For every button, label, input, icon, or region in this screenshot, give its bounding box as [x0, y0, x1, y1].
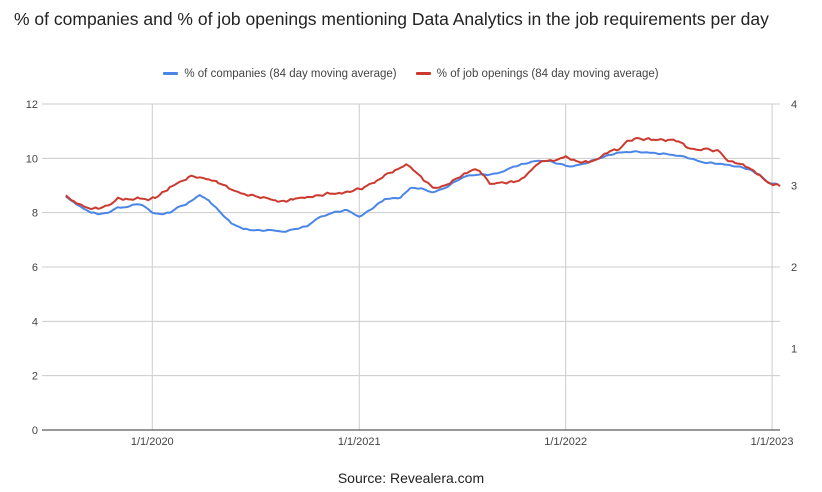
y-right-tick-4: 4	[791, 99, 797, 111]
source-credit: Source: Revealera.com	[337, 470, 485, 486]
legend-label-companies: % of companies (84 day moving average)	[184, 67, 397, 80]
y-left-tick-4: 4	[32, 316, 38, 328]
series-line-companies	[65, 150, 778, 233]
y-left-tick-0: 0	[32, 425, 38, 437]
legend-item-job-openings[interactable]: % of job openings (84 day moving average…	[415, 67, 659, 80]
series-line-job-openings	[65, 137, 781, 211]
legend-item-companies[interactable]: % of companies (84 day moving average)	[163, 67, 397, 80]
y-left-tick-2: 2	[32, 371, 38, 383]
y-left-tick-8: 8	[32, 208, 38, 220]
y-right-tick-2: 2	[791, 262, 797, 274]
chart-series	[65, 137, 781, 233]
chart-title: % of companies and % of job openings men…	[14, 9, 769, 29]
y-right-tick-1: 1	[791, 344, 797, 356]
legend-swatch-job-openings	[415, 72, 431, 75]
y-right-tick-3: 3	[791, 181, 797, 193]
x-tick-2020: 1/1/2020	[131, 436, 174, 448]
x-tick-2023: 1/1/2023	[751, 436, 794, 448]
x-tick-2021: 1/1/2021	[338, 436, 381, 448]
chart-grid	[42, 103, 780, 430]
y-left-tick-12: 12	[26, 99, 38, 111]
x-tick-2022: 1/1/2022	[544, 436, 587, 448]
legend-label-job-openings: % of job openings (84 day moving average…	[436, 67, 659, 80]
chart-legend: % of companies (84 day moving average) %…	[0, 66, 822, 80]
y-left-tick-6: 6	[32, 262, 38, 274]
legend-swatch-companies	[163, 72, 179, 75]
y-left-tick-10: 10	[26, 153, 38, 165]
